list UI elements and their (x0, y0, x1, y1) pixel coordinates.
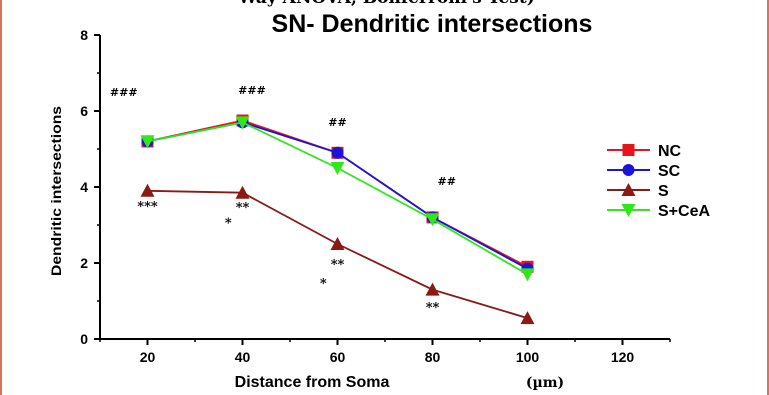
significance-annotation: ### (238, 84, 266, 97)
data-point-s-cea (235, 116, 250, 130)
data-point-s-cea (520, 268, 535, 282)
legend-label-s-cea: S+CeA (658, 203, 710, 220)
significance-annotation: *** (137, 200, 158, 215)
data-point-s-cea (140, 135, 155, 149)
legend-label-sc: SC (658, 163, 681, 180)
significance-annotation: ** (426, 301, 440, 316)
x-tick-label: 100 (516, 349, 540, 365)
y-tick-label: 8 (80, 27, 88, 43)
clipped-heading: Way ANOVA, Bonferroni's Test) (2, 0, 769, 8)
significance-annotation: ## (438, 175, 456, 188)
y-axis-label: Dendritic intersections (48, 106, 64, 276)
data-point-s (140, 183, 155, 197)
significance-annotation: ** (236, 201, 250, 216)
series-line-s (147, 189, 528, 319)
data-point-s (235, 185, 250, 199)
significance-annotation: ## (328, 116, 346, 129)
data-point-s (330, 237, 345, 250)
legend-marker-nc (622, 144, 635, 156)
legend-label-s: S (658, 183, 669, 200)
significance-annotation: ### (110, 86, 138, 99)
data-point-s-cea (330, 162, 345, 175)
significance-annotation: * (320, 277, 327, 292)
legend-marker-s-cea (621, 204, 636, 217)
x-tick-label: 80 (425, 349, 441, 365)
data-point-sc (331, 146, 344, 159)
data-point-s (425, 282, 440, 296)
x-axis-label: Distance from Soma (235, 374, 390, 391)
chart-title: SN- Dendritic intersections (272, 10, 593, 38)
y-tick-label: 2 (80, 255, 88, 271)
legend-marker-sc (622, 164, 635, 176)
y-tick-label: 0 (80, 331, 88, 347)
y-tick-label: 6 (80, 103, 88, 119)
x-tick-label: 120 (611, 349, 635, 365)
x-axis-unit: (µm) (526, 375, 564, 391)
y-tick-label: 4 (80, 179, 88, 195)
series-line-s-cea (147, 121, 528, 276)
significance-annotation: ** (331, 258, 345, 273)
data-point-s (520, 311, 535, 325)
legend-marker-s (621, 183, 636, 196)
significance-annotation: * (225, 216, 232, 231)
data-point-s-cea (425, 213, 440, 227)
legend-label-nc: NC (658, 143, 682, 160)
x-tick-label: 40 (235, 349, 251, 365)
x-tick-label: 60 (330, 349, 346, 365)
x-tick-label: 20 (140, 349, 156, 365)
